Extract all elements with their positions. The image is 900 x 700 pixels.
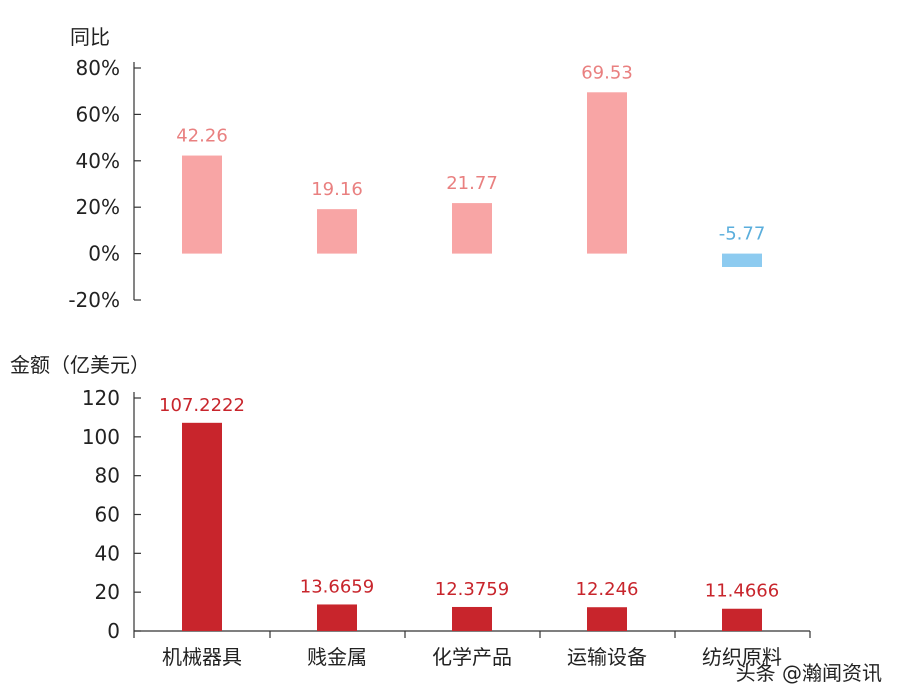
bottom-y-tick-label: 60 <box>95 503 120 527</box>
x-category-label: 贱金属 <box>307 645 367 669</box>
x-category-label: 纺织原料 <box>702 645 782 669</box>
bottom-bar <box>452 606 492 631</box>
top-bar <box>452 203 492 254</box>
bottom-bar <box>722 608 762 631</box>
top-data-label: 21.77 <box>446 173 498 194</box>
top-data-label: -5.77 <box>719 224 766 245</box>
bottom-bar <box>182 422 222 631</box>
top-bar <box>722 253 762 267</box>
top-y-tick-label: 20% <box>76 195 120 219</box>
bottom-y-tick-label: 20 <box>95 580 120 604</box>
top-bar <box>587 92 627 254</box>
top-y-tick-label: -20% <box>68 288 120 312</box>
bottom-y-tick-label: 100 <box>82 425 120 449</box>
bottom-y-tick-label: 120 <box>82 386 120 410</box>
top-data-label: 19.16 <box>311 179 363 200</box>
watermark: 头条 @瀚闻资讯 <box>735 661 882 685</box>
top-y-tick-label: 0% <box>88 242 120 266</box>
top-axis-title: 同比 <box>70 25 110 49</box>
bottom-data-label: 12.3759 <box>435 579 509 600</box>
bottom-data-label: 107.2222 <box>159 395 245 416</box>
bottom-axis-title: 金额（亿美元） <box>10 353 150 377</box>
bottom-y-tick-label: 40 <box>95 541 120 565</box>
top-y-tick-label: 60% <box>76 102 120 126</box>
x-category-label: 机械器具 <box>162 645 242 669</box>
top-data-label: 69.53 <box>581 62 633 83</box>
bottom-bar <box>587 607 627 631</box>
top-bar <box>317 209 357 254</box>
bottom-bar <box>317 604 357 631</box>
bottom-y-tick-label: 80 <box>95 464 120 488</box>
top-data-label: 42.26 <box>176 126 228 147</box>
x-category-label: 化学产品 <box>432 645 512 669</box>
top-bar <box>182 155 222 254</box>
bottom-data-label: 12.246 <box>576 579 639 600</box>
bottom-y-tick-label: 0 <box>107 619 120 643</box>
top-y-tick-label: 40% <box>76 149 120 173</box>
bottom-data-label: 13.6659 <box>300 576 374 597</box>
bottom-data-label: 11.4666 <box>705 581 779 602</box>
top-y-tick-label: 80% <box>76 56 120 80</box>
x-category-label: 运输设备 <box>567 645 647 669</box>
